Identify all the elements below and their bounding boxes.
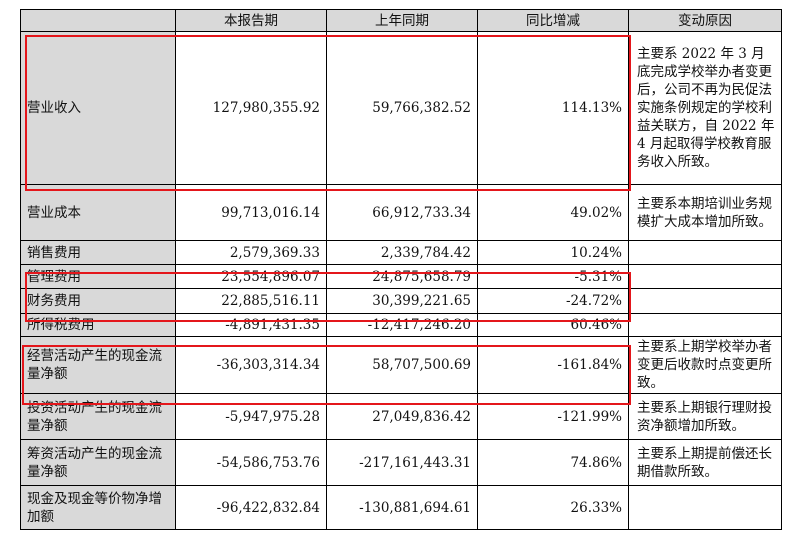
change-value: 60.46% (477, 313, 629, 337)
table-row: 营业收入 127,980,355.92 59,766,382.52 114.13… (20, 31, 782, 185)
change-value: -24.72% (477, 288, 629, 314)
prior-value: 66,912,733.34 (326, 184, 478, 241)
change-value: 114.13% (477, 31, 629, 185)
reason-text (628, 288, 782, 314)
header-prior-period: 上年同期 (326, 9, 478, 32)
current-value: 127,980,355.92 (175, 31, 327, 185)
current-value: -4,891,431.35 (175, 313, 327, 337)
prior-value: 27,049,836.42 (326, 393, 478, 440)
header-row: 本报告期 上年同期 同比增减 变动原因 (20, 9, 782, 32)
table-row: 销售费用 2,579,369.33 2,339,784.42 10.24% (20, 240, 782, 265)
prior-value: -130,881,694.61 (326, 485, 478, 530)
table-row: 经营活动产生的现金流量净额 -36,303,314.34 58,707,500.… (20, 336, 782, 394)
change-value: -5.31% (477, 264, 629, 289)
row-label: 经营活动产生的现金流量净额 (20, 336, 176, 394)
change-value: -121.99% (477, 393, 629, 440)
change-value: 49.02% (477, 184, 629, 241)
header-yoy-change: 同比增减 (477, 9, 629, 32)
header-item (20, 9, 176, 32)
reason-text (628, 240, 782, 265)
financial-statement-table: 本报告期 上年同期 同比增减 变动原因 营业收入 127,980,355.92 … (20, 9, 782, 530)
current-value: -96,422,832.84 (175, 485, 327, 530)
row-label: 营业收入 (20, 31, 176, 185)
row-label: 筹资活动产生的现金流量净额 (20, 439, 176, 486)
change-value: 10.24% (477, 240, 629, 265)
table-row: 管理费用 23,554,896.07 24,875,658.79 -5.31% (20, 264, 782, 289)
row-label: 销售费用 (20, 240, 176, 265)
reason-text: 主要系上期银行理财投资净额增加所致。 (628, 393, 782, 440)
row-label: 营业成本 (20, 184, 176, 241)
current-value: 22,885,516.11 (175, 288, 327, 314)
reason-text: 主要系上期提前偿还长期借款所致。 (628, 439, 782, 486)
current-value: 2,579,369.33 (175, 240, 327, 265)
table-row: 投资活动产生的现金流量净额 -5,947,975.28 27,049,836.4… (20, 393, 782, 440)
header-reason: 变动原因 (628, 9, 782, 32)
row-label: 投资活动产生的现金流量净额 (20, 393, 176, 440)
table-row: 所得税费用 -4,891,431.35 -12,417,246.20 60.46… (20, 313, 782, 337)
reason-text (628, 313, 782, 337)
current-value: -54,586,753.76 (175, 439, 327, 486)
change-value: 26.33% (477, 485, 629, 530)
change-value: 74.86% (477, 439, 629, 486)
current-value: 99,713,016.14 (175, 184, 327, 241)
prior-value: 58,707,500.69 (326, 336, 478, 394)
table-row: 现金及现金等价物净增加额 -96,422,832.84 -130,881,694… (20, 485, 782, 530)
table-row: 营业成本 99,713,016.14 66,912,733.34 49.02% … (20, 184, 782, 241)
prior-value: -12,417,246.20 (326, 313, 478, 337)
table-row: 财务费用 22,885,516.11 30,399,221.65 -24.72% (20, 288, 782, 314)
reason-text (628, 485, 782, 530)
reason-text: 主要系 2022 年 3 月底完成学校举办者变更后，公司不再为民促法实施条例规定… (628, 31, 782, 185)
row-label: 所得税费用 (20, 313, 176, 337)
table-row: 筹资活动产生的现金流量净额 -54,586,753.76 -217,161,44… (20, 439, 782, 486)
prior-value: 30,399,221.65 (326, 288, 478, 314)
header-current-period: 本报告期 (175, 9, 327, 32)
prior-value: 59,766,382.52 (326, 31, 478, 185)
current-value: -36,303,314.34 (175, 336, 327, 394)
prior-value: 2,339,784.42 (326, 240, 478, 265)
row-label: 财务费用 (20, 288, 176, 314)
current-value: 23,554,896.07 (175, 264, 327, 289)
reason-text (628, 264, 782, 289)
prior-value: 24,875,658.79 (326, 264, 478, 289)
row-label: 现金及现金等价物净增加额 (20, 485, 176, 530)
change-value: -161.84% (477, 336, 629, 394)
row-label: 管理费用 (20, 264, 176, 289)
reason-text: 主要系上期学校举办者变更后收款时点变更所致。 (628, 336, 782, 394)
reason-text: 主要系本期培训业务规模扩大成本增加所致。 (628, 184, 782, 241)
current-value: -5,947,975.28 (175, 393, 327, 440)
prior-value: -217,161,443.31 (326, 439, 478, 486)
